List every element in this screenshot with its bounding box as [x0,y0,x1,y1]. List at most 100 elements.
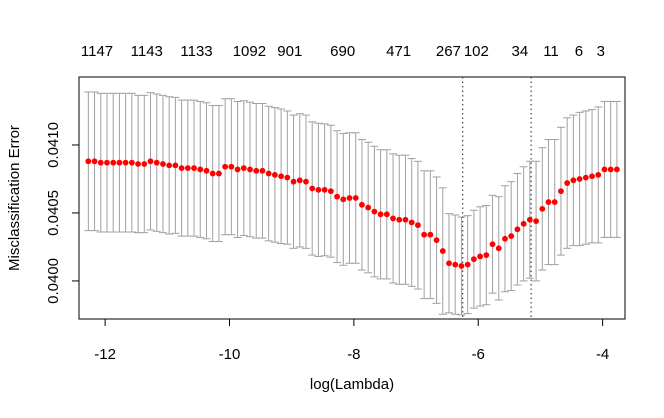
data-point [346,195,353,201]
data-point [209,170,216,177]
data-point [271,171,278,178]
x-tick-label: -10 [219,346,241,363]
data-point [427,231,434,238]
reference-lines [462,77,532,319]
data-point [396,216,403,223]
top-axis-label: 1143 [131,43,163,60]
data-point [377,211,384,218]
data-point [116,159,123,166]
data-point [595,171,602,178]
data-point [371,208,378,215]
data-point [147,158,154,165]
top-axis-label: 34 [512,43,529,60]
data-point [446,260,452,267]
y-tick-label: 0.0400 [45,258,62,304]
top-axis-label: 901 [277,43,302,60]
data-point [551,199,558,205]
data-point [259,167,266,174]
data-point [303,178,309,185]
error-bars [84,91,621,316]
data-point [464,261,471,268]
data-points [85,158,620,269]
top-axis-label: 11 [543,43,559,60]
data-point [570,177,577,184]
data-point [166,162,173,169]
data-point [340,196,347,203]
y-axis: 0.0400 0.0405 0.0410 [45,122,80,304]
data-point [477,253,484,260]
data-point [582,174,589,181]
data-point [135,161,141,167]
data-point [458,263,465,269]
data-point [365,204,372,211]
x-tick-label: -6 [472,346,485,363]
data-point [495,245,502,252]
data-point [178,165,185,171]
data-point [614,166,620,173]
top-axis-label: 1133 [180,43,212,60]
data-point [253,167,260,174]
data-point [203,167,210,174]
x-tick-label: -4 [596,346,609,363]
data-point [315,186,322,193]
data-point [390,215,396,222]
data-point [383,211,390,218]
y-tick-label: 0.0410 [45,122,62,168]
top-axis-label: 1092 [233,43,266,60]
data-point [240,165,247,171]
data-point [421,231,428,238]
data-point [520,220,527,227]
data-point [589,173,595,180]
data-point [502,235,508,242]
top-axis-label: 1147 [81,43,113,60]
data-point [296,177,303,184]
data-point [359,201,365,208]
data-point [415,222,421,229]
data-point [247,166,253,173]
top-axis-label: 690 [330,43,355,60]
data-point [607,166,614,173]
data-point [128,159,135,166]
data-point [483,252,490,259]
data-point [222,163,229,170]
y-tick-label: 0.0405 [45,190,62,236]
data-point [265,170,272,177]
data-point [228,163,235,170]
data-point [290,178,297,185]
data-point [558,188,564,195]
data-point [439,248,446,254]
data-point [110,159,117,166]
data-point [184,165,191,171]
x-axis: -12 -10 -8 -6 -4 [94,318,609,363]
top-axis-label: 3 [597,43,605,60]
data-point [402,216,409,223]
data-point [91,158,98,165]
data-point [452,261,459,268]
data-point [141,161,148,167]
data-point [191,165,197,171]
x-tick-label: -12 [94,346,116,363]
data-point [97,159,104,166]
data-point [122,159,129,166]
data-point [533,218,539,225]
data-point [153,159,160,166]
data-point [278,173,285,180]
data-point [601,166,608,173]
data-point [489,241,496,248]
top-axis-counts: 1147 1143 1133 1092 901 690 471 267 102 34 11 6 3 [81,43,605,60]
data-point [234,166,241,173]
data-point [334,193,340,200]
data-point [470,256,477,263]
data-point [526,216,533,223]
x-axis-label: log(Lambda) [310,376,394,393]
data-point [545,199,552,205]
y-axis-label: Misclassification Error [6,125,23,271]
data-point [85,158,92,165]
data-point [309,185,316,192]
data-point [216,170,222,177]
data-point [321,186,328,193]
x-tick-label: -8 [347,346,360,363]
data-point [160,161,166,167]
data-point [197,166,204,173]
